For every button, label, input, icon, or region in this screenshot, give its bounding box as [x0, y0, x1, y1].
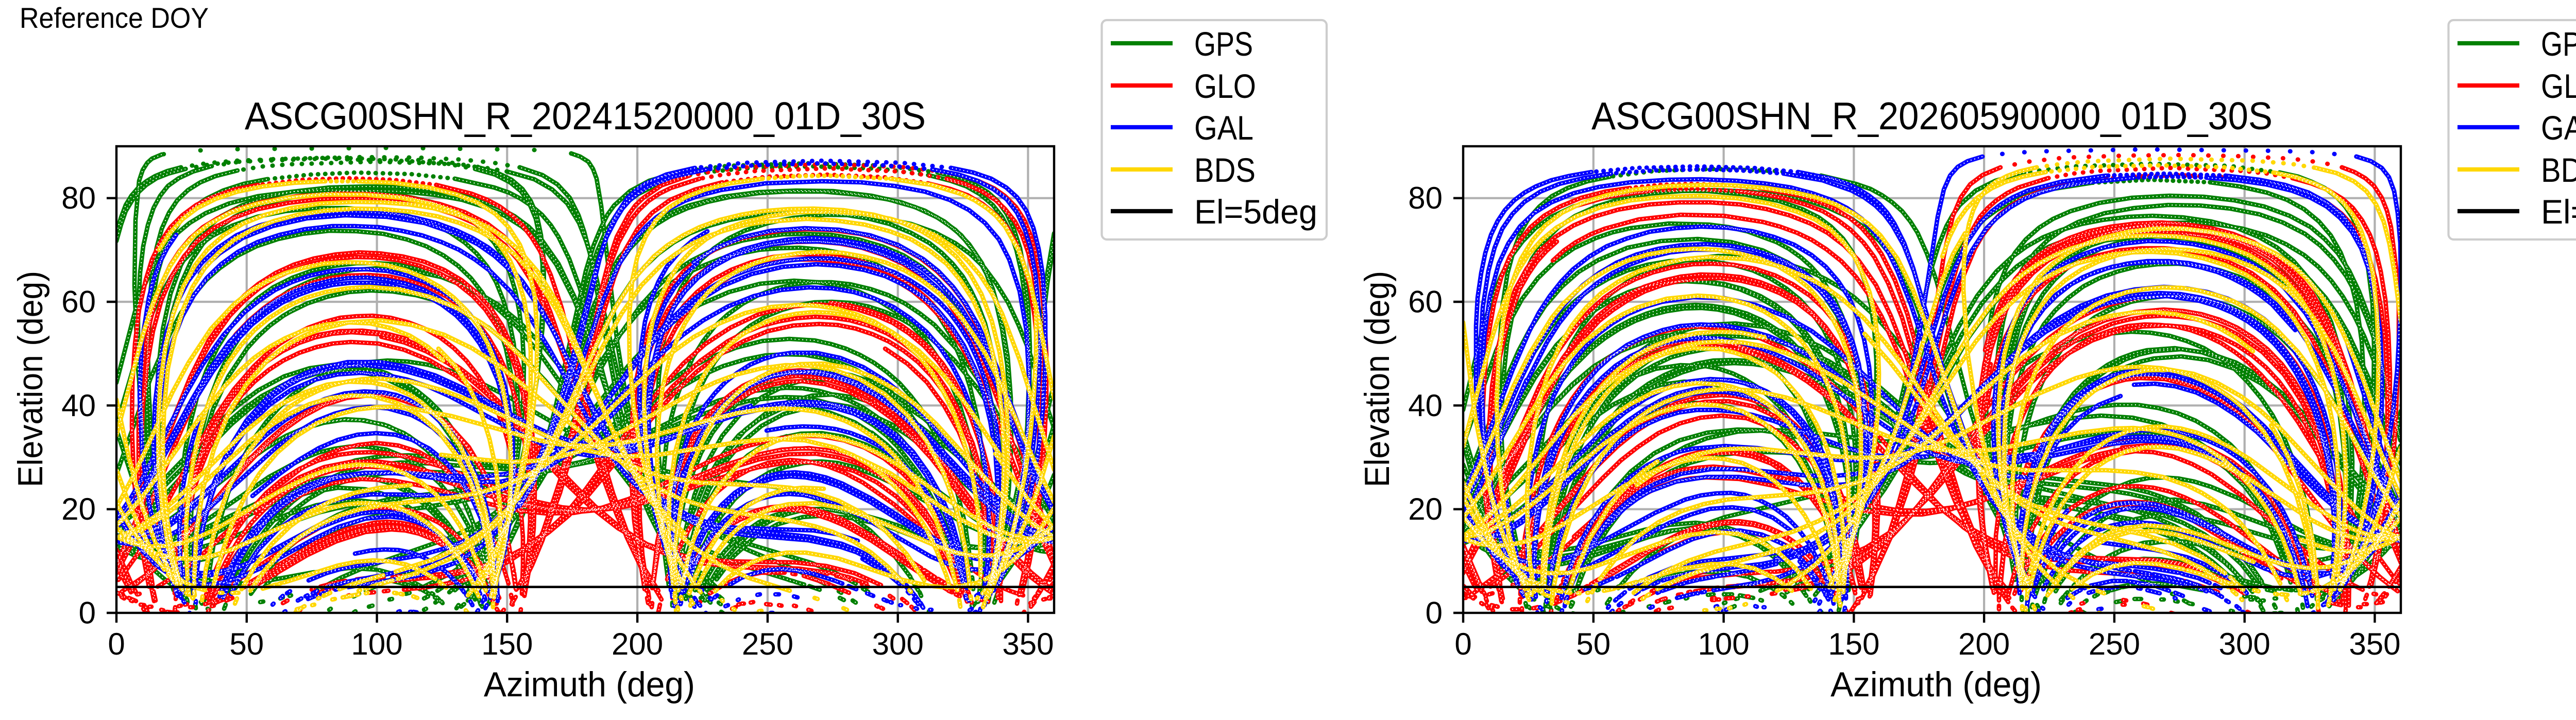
svg-text:GLO: GLO [2541, 67, 2576, 105]
svg-text:60: 60 [61, 285, 96, 319]
svg-text:150: 150 [1828, 627, 1879, 661]
svg-text:100: 100 [351, 627, 403, 661]
svg-text:El=5deg: El=5deg [2541, 193, 2576, 231]
svg-text:350: 350 [2349, 627, 2400, 661]
svg-text:Elevation (deg): Elevation (deg) [11, 271, 50, 487]
svg-text:50: 50 [229, 627, 264, 661]
svg-text:GAL: GAL [1194, 109, 1253, 147]
svg-text:40: 40 [61, 388, 96, 423]
svg-text:GPS: GPS [2541, 25, 2576, 63]
svg-text:Azimuth (deg): Azimuth (deg) [484, 665, 695, 704]
svg-text:0: 0 [1454, 627, 1471, 661]
svg-text:40: 40 [1408, 388, 1443, 423]
svg-text:250: 250 [2089, 627, 2140, 661]
svg-text:Azimuth (deg): Azimuth (deg) [1831, 665, 2042, 704]
svg-text:BDS: BDS [1194, 151, 1256, 189]
svg-text:20: 20 [61, 492, 96, 526]
svg-text:200: 200 [612, 627, 663, 661]
svg-text:80: 80 [1408, 181, 1443, 215]
svg-text:BDS: BDS [2541, 151, 2576, 189]
svg-text:ASCG00SHN_R_20241520000_01D_30: ASCG00SHN_R_20241520000_01D_30S [245, 94, 926, 138]
svg-text:60: 60 [1408, 285, 1443, 319]
svg-text:80: 80 [61, 181, 96, 215]
svg-text:Reference DOY: Reference DOY [20, 2, 209, 34]
svg-text:300: 300 [872, 627, 924, 661]
svg-text:200: 200 [1958, 627, 2010, 661]
svg-text:0: 0 [1426, 596, 1443, 630]
svg-text:GLO: GLO [1194, 67, 1256, 105]
svg-text:Elevation (deg): Elevation (deg) [1358, 271, 1397, 487]
svg-text:El=5deg: El=5deg [1194, 193, 1317, 231]
svg-text:250: 250 [742, 627, 793, 661]
svg-text:ASCG00SHN_R_20260590000_01D_30: ASCG00SHN_R_20260590000_01D_30S [1591, 94, 2273, 138]
svg-text:100: 100 [1698, 627, 1750, 661]
svg-text:0: 0 [79, 596, 96, 630]
svg-text:50: 50 [1576, 627, 1611, 661]
svg-text:20: 20 [1408, 492, 1443, 526]
svg-text:GAL: GAL [2541, 109, 2576, 147]
svg-text:350: 350 [1002, 627, 1054, 661]
svg-text:0: 0 [108, 627, 125, 661]
svg-text:GPS: GPS [1194, 25, 1253, 63]
svg-text:300: 300 [2219, 627, 2270, 661]
svg-text:150: 150 [481, 627, 533, 661]
